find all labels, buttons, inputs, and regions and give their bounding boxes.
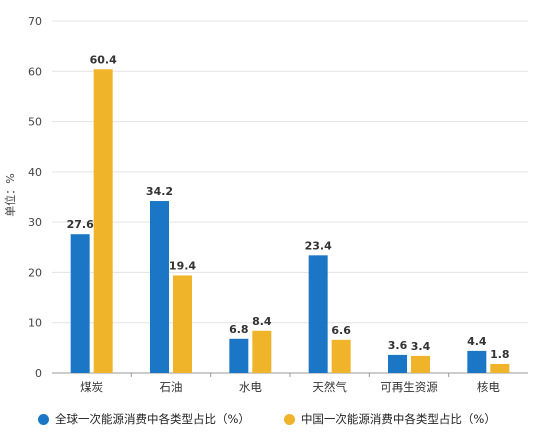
y-axis-label: 单位：%: [3, 173, 17, 216]
legend-label-china: 中国一次能源消费中各类型占比（%）: [300, 412, 496, 426]
bar-global: [467, 350, 487, 373]
legend: 全球一次能源消费中各类型占比（%） 中国一次能源消费中各类型占比（%）: [38, 409, 530, 429]
data-label: 3.6: [388, 339, 408, 352]
y-tick-label: 0: [35, 367, 42, 380]
y-tick-label: 10: [28, 317, 42, 330]
y-tick-label: 30: [28, 216, 42, 229]
data-label: 27.6: [67, 218, 94, 231]
legend-label-global: 全球一次能源消费中各类型占比（%）: [55, 412, 250, 426]
data-label: 1.8: [490, 348, 510, 361]
bar-china: [490, 363, 510, 373]
y-tick-label: 50: [28, 116, 42, 129]
x-tick-label: 煤炭: [80, 380, 103, 394]
data-label: 3.4: [411, 340, 431, 353]
bar-china: [411, 355, 430, 373]
x-tick-label: 可再生资源: [380, 380, 438, 394]
y-tick-label: 40: [28, 166, 42, 179]
data-label: 19.4: [169, 259, 196, 272]
x-tick-label: 核电: [477, 380, 500, 394]
x-tick-label: 水电: [239, 380, 262, 394]
y-tick-label: 60: [28, 65, 42, 78]
data-label: 6.8: [229, 323, 249, 336]
bar-global: [70, 234, 90, 373]
legend-item-global: 全球一次能源消费中各类型占比（%）: [38, 411, 250, 427]
data-label: 6.6: [331, 324, 351, 337]
legend-swatch-global: [38, 413, 49, 425]
data-label: 23.4: [305, 239, 332, 252]
bar-global: [308, 255, 328, 373]
bar-global: [150, 201, 169, 373]
y-tick-label: 70: [28, 15, 42, 28]
data-label: 34.2: [146, 185, 173, 198]
bar-china: [93, 69, 113, 373]
x-tick-label: 石油: [160, 380, 183, 394]
data-label: 60.4: [90, 53, 117, 66]
bar-global: [388, 354, 407, 373]
legend-swatch-china: [283, 413, 295, 425]
data-label: 8.4: [252, 315, 272, 328]
legend-item-china: 中国一次能源消费中各类型占比（%）: [283, 411, 496, 427]
data-label: 4.4: [467, 335, 487, 348]
x-tick-label: 天然气: [312, 380, 347, 394]
bar-global: [229, 338, 249, 373]
y-tick-label: 20: [28, 266, 42, 279]
bar-china: [173, 275, 192, 373]
bar-china: [331, 339, 351, 373]
bar-china: [252, 330, 272, 373]
